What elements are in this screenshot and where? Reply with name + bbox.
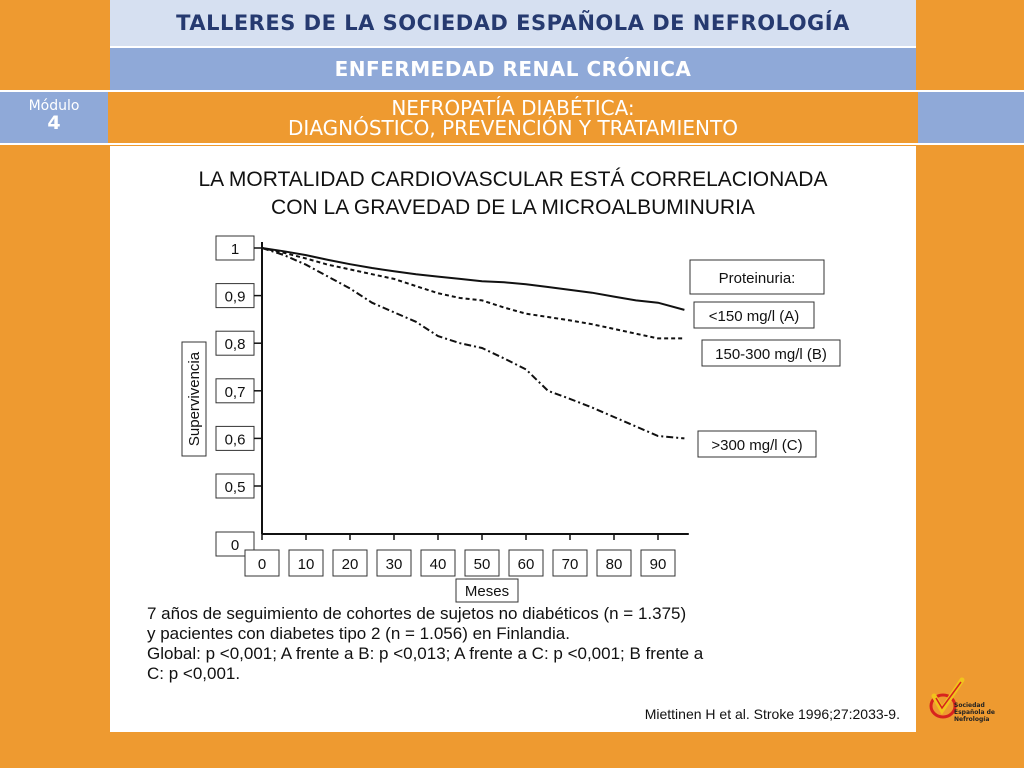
section-title: ENFERMEDAD RENAL CRÓNICA <box>110 48 916 90</box>
y-tick-label: 0,7 <box>225 384 246 401</box>
y-axis-label: Supervivencia <box>186 351 203 446</box>
x-tick-label: 0 <box>258 556 266 573</box>
chart-title: CON LA GRAVEDAD DE LA MICROALBUMINURIA <box>271 196 755 219</box>
x-tick-box <box>640 549 676 577</box>
y-tick-label: 0 <box>231 537 239 554</box>
source-citation: Miettinen H et al. Stroke 1996;27:2033-9… <box>644 706 900 722</box>
x-label-box <box>455 578 519 603</box>
topic-line-2: DIAGNÓSTICO, PREVENCIÓN Y TRATAMIENTO <box>288 115 738 140</box>
x-tick-box <box>596 549 632 577</box>
legend-label: <150 mg/l (A) <box>709 308 799 325</box>
x-tick-label: 50 <box>474 556 491 573</box>
x-tick-box <box>376 549 412 577</box>
x-tick-label: 30 <box>386 556 403 573</box>
y-tick-label: 0,8 <box>225 336 246 353</box>
caption-line: 7 años de seguimiento de cohortes de suj… <box>147 604 687 623</box>
legend-box <box>697 430 817 458</box>
divider <box>0 143 1024 145</box>
y-tick-box <box>215 425 255 451</box>
caption: 7 años de seguimiento de cohortes de suj… <box>147 604 867 684</box>
logo-text: Sociedad Española de Nefrología <box>954 702 995 723</box>
x-tick-box <box>552 549 588 577</box>
y-tick-box <box>215 378 255 404</box>
x-tick-label: 70 <box>562 556 579 573</box>
workshop-title-text: TALLERES DE LA SOCIEDAD ESPAÑOLA DE NEFR… <box>176 11 850 35</box>
x-tick-box <box>464 549 500 577</box>
topic-title: NEFROPATÍA DIABÉTICA: DIAGNÓSTICO, PREVE… <box>110 92 916 143</box>
chart-title: LA MORTALIDAD CARDIOVASCULAR ESTÁ CORREL… <box>199 168 828 191</box>
series-line <box>261 247 685 311</box>
logo-icon <box>929 677 965 719</box>
y-tick-label: 0,9 <box>225 289 246 306</box>
x-tick-label: 40 <box>430 556 447 573</box>
workshop-title: TALLERES DE LA SOCIEDAD ESPAÑOLA DE NEFR… <box>110 0 916 46</box>
x-tick-label: 20 <box>342 556 359 573</box>
legend-label: 150-300 mg/l (B) <box>715 346 827 363</box>
module-number: 4 <box>47 112 61 134</box>
series-line <box>261 247 685 440</box>
x-tick-box <box>508 549 544 577</box>
y-tick-label: 0,5 <box>225 479 246 496</box>
module-label: Módulo <box>28 98 80 114</box>
x-tick-label: 90 <box>650 556 667 573</box>
divider <box>0 90 1024 92</box>
x-tick-box <box>332 549 368 577</box>
sen-logo: Sociedad Española de Nefrología <box>928 676 1024 746</box>
legend-label: >300 mg/l (C) <box>711 437 802 454</box>
legend-box <box>701 339 841 367</box>
module-badge: Módulo 4 <box>0 92 108 143</box>
y-tick-label: 0,6 <box>225 431 246 448</box>
x-tick-box <box>244 549 280 577</box>
y-tick-box <box>215 235 255 261</box>
x-tick-box <box>420 549 456 577</box>
divider <box>110 46 916 48</box>
x-tick-label: 80 <box>606 556 623 573</box>
caption-line: C: p <0,001. <box>147 664 241 683</box>
legend-box <box>693 301 815 329</box>
slide-panel: LA MORTALIDAD CARDIOVASCULAR ESTÁ CORREL… <box>110 146 916 732</box>
survival-chart: LA MORTALIDAD CARDIOVASCULAR ESTÁ CORREL… <box>181 168 841 603</box>
legend-title: Proteinuria: <box>719 270 796 287</box>
y-tick-box <box>215 330 255 356</box>
y-tick-label: 1 <box>231 241 239 258</box>
y-label-box <box>181 341 207 457</box>
x-tick-label: 60 <box>518 556 535 573</box>
x-tick-box <box>288 549 324 577</box>
side-block <box>918 92 1024 143</box>
caption-line: y pacientes con diabetes tipo 2 (n = 1.0… <box>147 624 570 643</box>
topic-line-1: NEFROPATÍA DIABÉTICA: <box>391 95 635 120</box>
section-title-text: ENFERMEDAD RENAL CRÓNICA <box>334 57 692 81</box>
x-axis-label: Meses <box>465 583 509 600</box>
x-tick-label: 10 <box>298 556 315 573</box>
y-tick-box <box>215 283 255 309</box>
caption-line: Global: p <0,001; A frente a B: p <0,013… <box>147 644 704 663</box>
series-line <box>261 247 685 340</box>
legend-title-box <box>689 259 825 295</box>
